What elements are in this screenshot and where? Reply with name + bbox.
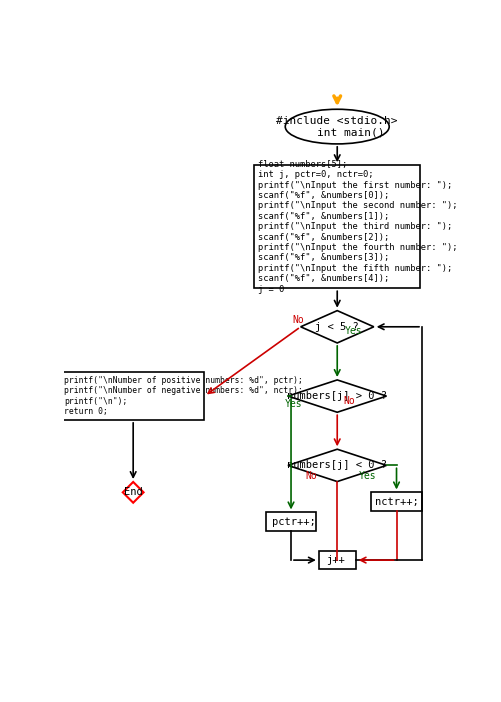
Text: j++: j++ [327, 555, 345, 565]
Text: Yes: Yes [285, 399, 303, 409]
Text: No: No [293, 315, 304, 325]
Text: nctr++;: nctr++; [375, 496, 419, 507]
Polygon shape [301, 310, 374, 343]
Text: Yes: Yes [359, 471, 376, 482]
Text: End: End [124, 487, 143, 497]
Polygon shape [288, 380, 386, 412]
Text: No: No [343, 396, 355, 406]
FancyBboxPatch shape [319, 551, 356, 569]
Text: No: No [305, 471, 317, 482]
Text: numbers[j] < 0 ?: numbers[j] < 0 ? [287, 461, 387, 470]
FancyBboxPatch shape [62, 372, 204, 420]
Polygon shape [288, 449, 386, 482]
Text: Yes: Yes [345, 326, 363, 336]
Text: #include <stdio.h>
    int main(): #include <stdio.h> int main() [277, 116, 398, 138]
Text: j < 5 ?: j < 5 ? [315, 322, 359, 332]
Text: float numbers[5];
int j, pctr=0, nctr=0;
printf("\nInput the first number: ");
s: float numbers[5]; int j, pctr=0, nctr=0;… [258, 160, 457, 293]
FancyBboxPatch shape [266, 512, 316, 531]
Text: printf("\nNumber of positive numbers: %d", pctr);
printf("\nNumber of negative n: printf("\nNumber of positive numbers: %d… [64, 376, 303, 416]
Polygon shape [123, 482, 144, 503]
Text: numbers[j] > 0 ?: numbers[j] > 0 ? [287, 391, 387, 401]
Text: pctr++;: pctr++; [272, 517, 316, 526]
FancyBboxPatch shape [255, 165, 420, 289]
Ellipse shape [285, 110, 389, 144]
FancyBboxPatch shape [372, 492, 421, 511]
